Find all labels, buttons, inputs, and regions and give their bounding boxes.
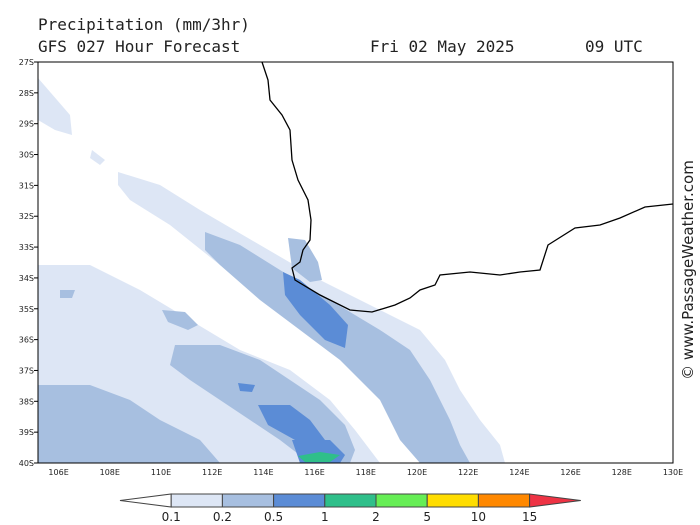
map-frame xyxy=(37,61,674,464)
legend-swatch xyxy=(170,493,223,508)
lat-label: 36S xyxy=(19,336,34,345)
legend-label: 1 xyxy=(321,510,329,524)
time: 09 UTC xyxy=(585,37,643,56)
lat-label: 28S xyxy=(19,89,34,98)
lat-label: 40S xyxy=(19,459,34,468)
legend-swatch xyxy=(477,493,531,508)
legend-swatch xyxy=(221,493,275,508)
legend-swatch xyxy=(375,493,428,508)
precip-areas xyxy=(38,78,505,463)
lon-label: 112E xyxy=(202,468,222,477)
legend-label: 0.2 xyxy=(213,510,232,524)
lat-label: 32S xyxy=(19,212,34,221)
lon-label: 108E xyxy=(100,468,120,477)
credit: © www.PassageWeather.com xyxy=(679,160,697,380)
lat-label: 27S xyxy=(19,58,34,67)
lon-label: 126E xyxy=(560,468,580,477)
lon-label: 120E xyxy=(407,468,427,477)
legend-label: 0.1 xyxy=(162,510,181,524)
title: Precipitation (mm/3hr) xyxy=(38,15,250,34)
legend-label: 2 xyxy=(372,510,380,524)
lat-label: 37S xyxy=(19,366,34,375)
color-legend: 0.1 0.2 0.5 1 2 5 10 15 xyxy=(119,493,581,524)
lon-label: 128E xyxy=(612,468,632,477)
model: GFS 027 Hour Forecast xyxy=(38,37,240,56)
legend-label: 10 xyxy=(471,510,486,524)
lat-label: 29S xyxy=(19,120,34,129)
legend-swatch xyxy=(426,493,479,508)
lat-label: 33S xyxy=(19,243,34,252)
lon-label: 124E xyxy=(509,468,529,477)
date: Fri 02 May 2025 xyxy=(370,37,515,56)
lat-label: 34S xyxy=(19,274,34,283)
lon-label: 130E xyxy=(663,468,683,477)
legend-label: 0.5 xyxy=(264,510,283,524)
lon-label: 118E xyxy=(356,468,376,477)
lat-label: 31S xyxy=(19,181,34,190)
graticule-labels: 27S 28S 29S 30S 31S 32S 33S 34S 35S 36S 37S 38S 39S 4… xyxy=(19,58,683,477)
legend-label: 5 xyxy=(423,510,431,524)
lat-label: 30S xyxy=(19,151,34,160)
legend-label: 15 xyxy=(522,510,537,524)
legend-swatch xyxy=(324,493,377,508)
lon-label: 116E xyxy=(304,468,324,477)
legend-swatch xyxy=(273,493,326,508)
legend-swatch xyxy=(529,493,581,508)
lat-label: 38S xyxy=(19,397,34,406)
lat-label: 39S xyxy=(19,428,34,437)
legend-swatch xyxy=(119,493,172,508)
lon-label: 122E xyxy=(458,468,478,477)
lon-label: 110E xyxy=(151,468,171,477)
lon-label: 114E xyxy=(253,468,273,477)
lat-label: 35S xyxy=(19,305,34,314)
lon-label: 106E xyxy=(48,468,68,477)
coastline xyxy=(261,61,674,313)
